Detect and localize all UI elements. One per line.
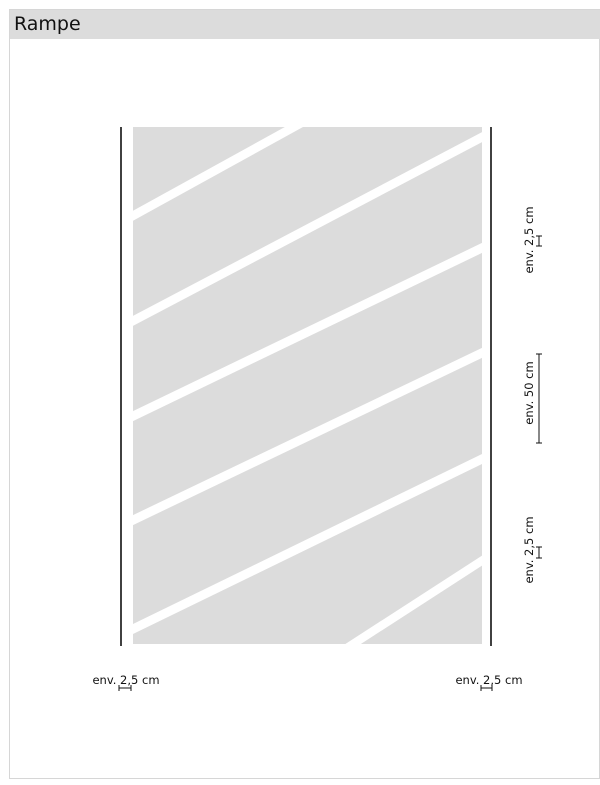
dimension-bottom-right-edge: env. 2,5 cm — [455, 673, 523, 691]
stripe-4 — [133, 347, 482, 526]
dimension-bottom-left-label: env. 2,5 cm — [92, 673, 159, 687]
dimension-middle-right-label: env. 50 cm — [522, 361, 536, 424]
ramp-surface — [133, 127, 482, 644]
dimension-bottom-right-label: env. 2,5 cm — [522, 516, 536, 583]
panel-title: Rampe — [14, 13, 81, 35]
stripe-1 — [133, 127, 303, 221]
dimension-bottom-right: env. 2,5 cm — [522, 516, 542, 584]
dimension-middle-right: env. 50 cm — [522, 353, 542, 444]
dimension-bottom-left: env. 2,5 cm — [92, 673, 160, 691]
stripe-2 — [133, 132, 482, 326]
dimension-top-right-label: env. 2,5 cm — [522, 206, 536, 273]
title-bar: Rampe — [10, 10, 600, 39]
stripe-5 — [133, 453, 482, 635]
ramp-stripes — [133, 127, 482, 644]
stripe-3 — [133, 242, 482, 422]
dimension-bottom-right-edge-label: env. 2,5 cm — [455, 673, 522, 687]
stripe-6 — [345, 555, 482, 644]
dimension-top-right: env. 2,5 cm — [522, 206, 542, 274]
